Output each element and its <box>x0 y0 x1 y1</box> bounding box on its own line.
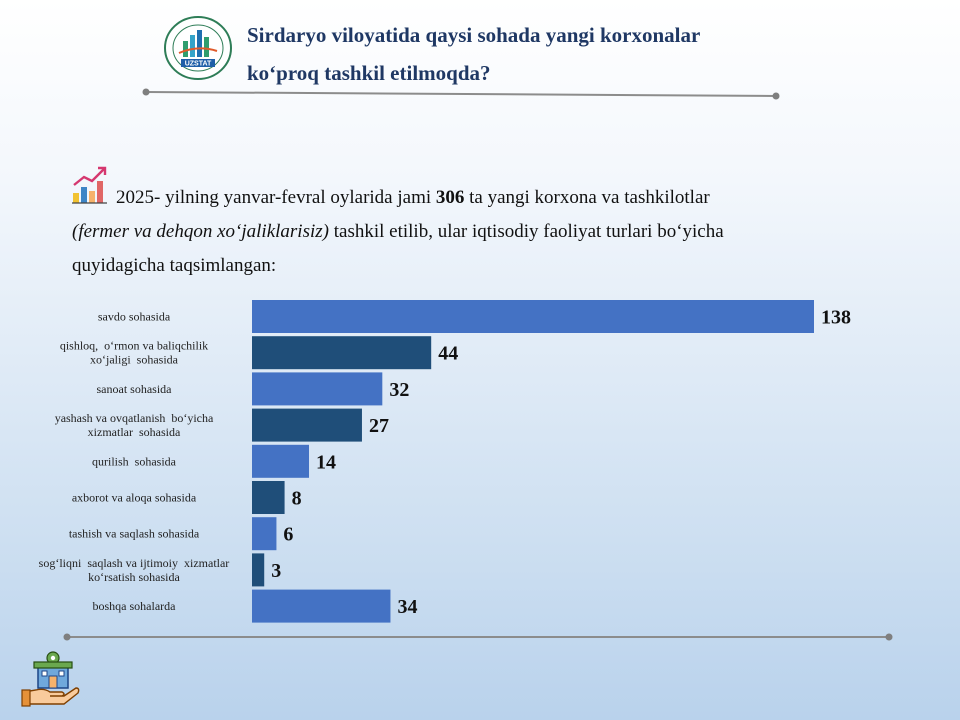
intro-total: 306 <box>435 187 465 208</box>
category-label: yashash va ovqatlanish bo‘yicha <box>55 411 214 425</box>
hand-holding-building-icon <box>21 651 80 707</box>
category-label: tashish va saqlash sohasida <box>69 527 200 541</box>
bar <box>252 553 265 587</box>
title-line-1: Sirdaryo viloyatida qaysi sohada yangi k… <box>247 23 701 47</box>
title-divider <box>142 88 780 100</box>
intro-text-2: ta yangi korxona va tashkilotlar <box>464 187 710 208</box>
category-label: savdo sohasida <box>98 310 171 324</box>
enterprise-bar-chart: 138 savdo sohasida 44 qishloq, o‘rmon va ba… <box>39 300 851 623</box>
intro-italic: (fermer va dehqon xo‘jaliklarisiz) <box>72 221 329 242</box>
category-label: boshqa sohalarda <box>93 599 177 613</box>
data-label: 3 <box>271 560 281 582</box>
intro-text-1: 2025- yilning yanvar-fevral oylarida jam… <box>116 187 436 208</box>
category-label: axborot va aloqa sohasida <box>72 491 197 505</box>
bar <box>252 589 391 623</box>
category-label: qishloq, o‘rmon va baliqchilik <box>60 339 208 353</box>
data-label: 6 <box>283 524 293 546</box>
category-label: xizmatlar sohasida <box>88 425 181 439</box>
bar <box>252 481 285 514</box>
category-label: ko‘rsatish sohasida <box>88 570 180 584</box>
bar <box>252 372 383 406</box>
bottom-divider <box>63 633 893 641</box>
bar <box>252 336 432 370</box>
intro-paragraph: 2025- yilning yanvar-fevral oylarida jam… <box>72 181 892 283</box>
category-label: qurilish sohasida <box>92 454 177 468</box>
data-label: 138 <box>821 307 851 329</box>
intro-line-3: quyidagicha taqsimlangan: <box>72 255 277 276</box>
category-label: sog‘liqni saqlash va ijtimoiy xizmatlar <box>39 556 230 570</box>
title-line-2: ko‘proq tashkil etilmoqda? <box>247 61 491 85</box>
intro-line-1: 2025- yilning yanvar-fevral oylarida jam… <box>72 181 892 215</box>
svg-text:UZSTAT: UZSTAT <box>185 61 212 68</box>
data-label: 34 <box>397 596 417 618</box>
bar <box>252 444 310 478</box>
intro-line-2: (fermer va dehqon xo‘jaliklarisiz) tashk… <box>72 215 892 249</box>
page-title: Sirdaryo viloyatida qaysi sohada yangi k… <box>247 16 807 92</box>
bar <box>252 300 814 333</box>
bar <box>252 408 362 442</box>
category-label: xo‘jaligi sohasida <box>90 353 179 367</box>
bar <box>252 517 277 551</box>
uzstat-logo: UZSTAT <box>164 16 232 80</box>
data-label: 27 <box>369 415 389 437</box>
data-label: 44 <box>438 343 458 365</box>
growth-chart-icon <box>72 166 107 204</box>
category-label: sanoat sohasida <box>97 382 173 396</box>
data-label: 32 <box>389 379 409 401</box>
data-label: 14 <box>316 451 336 473</box>
intro-text-3: tashkil etilib, ular iqtisodiy faoliyat … <box>328 221 724 242</box>
data-label: 8 <box>292 488 302 510</box>
